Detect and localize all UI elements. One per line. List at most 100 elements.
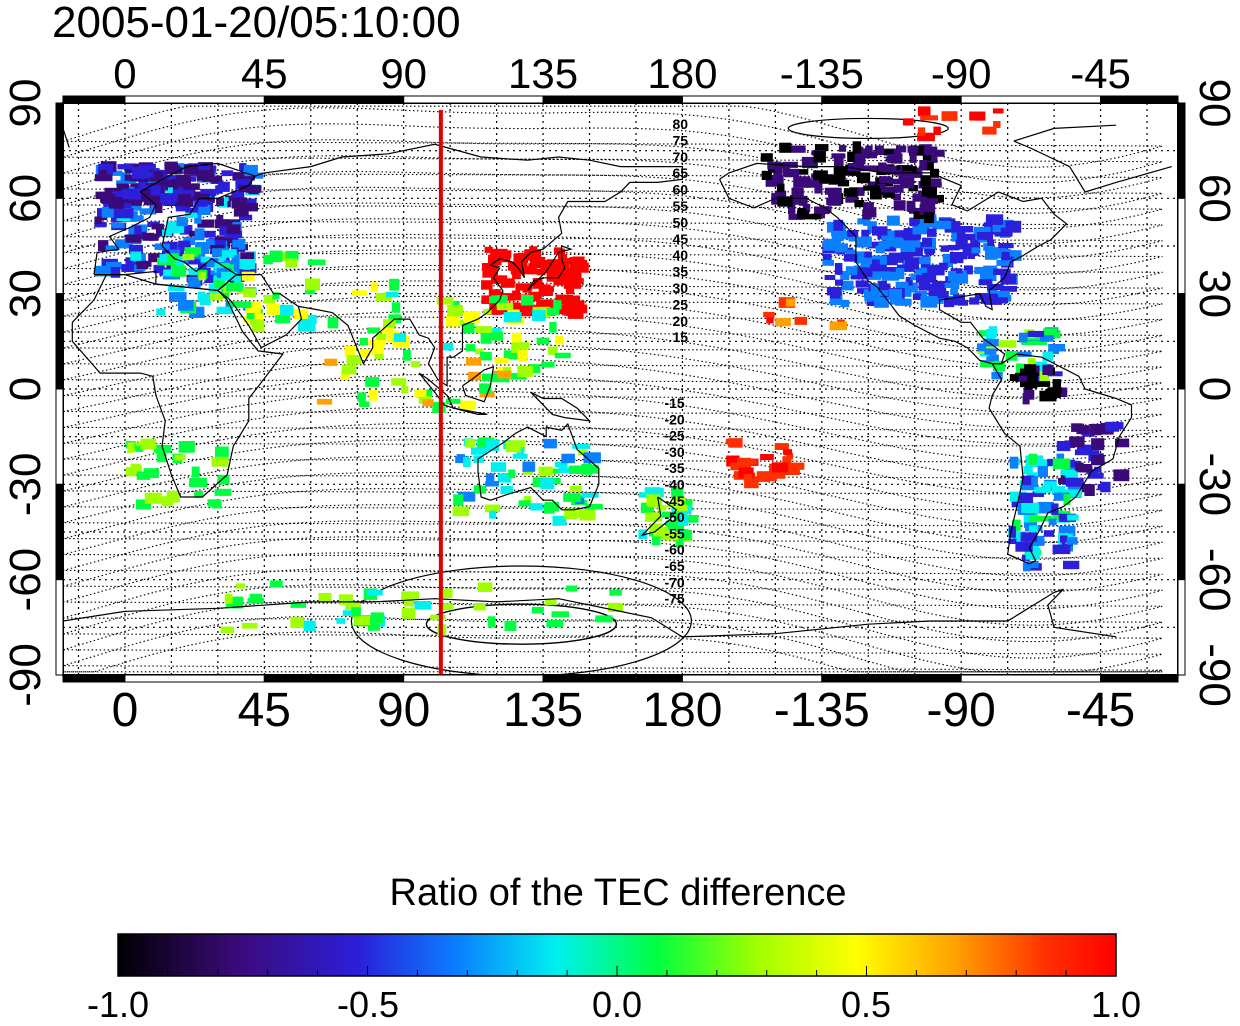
- tec-patch: [903, 240, 921, 248]
- tec-patch: [950, 282, 960, 290]
- tec-patch: [782, 161, 798, 168]
- tec-patch: [135, 445, 144, 452]
- tec-patch: [121, 264, 135, 272]
- tec-patch: [511, 342, 520, 354]
- tec-patch: [915, 267, 932, 279]
- axis-frame-bars: [55, 95, 1186, 683]
- tec-patch: [909, 152, 917, 163]
- tec-patch: [316, 398, 333, 405]
- tec-patch: [269, 250, 283, 263]
- tec-patch: [980, 271, 997, 282]
- tec-patch: [834, 263, 843, 275]
- tec-patch: [894, 254, 904, 263]
- tec-patch: [997, 290, 1010, 298]
- tec-patch: [833, 219, 844, 231]
- tec-patch: [357, 392, 366, 402]
- tec-patch: [920, 198, 938, 204]
- tec-patch: [895, 267, 905, 280]
- longitude-tick-label-bottom: -135: [774, 684, 870, 737]
- tec-patch: [391, 302, 401, 313]
- tec-patch: [917, 132, 935, 142]
- contour-line: [63, 471, 1163, 544]
- tec-patch: [359, 337, 368, 346]
- tec-patch: [130, 463, 141, 474]
- tec-patch: [538, 466, 553, 477]
- tec-patch: [1056, 453, 1065, 460]
- tec-patch: [508, 469, 516, 479]
- tec-patch: [1009, 456, 1019, 469]
- tec-patch: [94, 216, 103, 225]
- tec-patch: [761, 170, 772, 180]
- tec-patch: [200, 188, 217, 196]
- tec-patch: [1052, 544, 1071, 555]
- tec-patch: [166, 254, 177, 261]
- tec-patch: [499, 255, 511, 263]
- tec-patch: [829, 298, 843, 305]
- tec-patch: [143, 185, 161, 196]
- tec-patch: [861, 229, 870, 242]
- tec-patch: [924, 245, 936, 254]
- tec-patch: [814, 183, 823, 194]
- tec-patch: [172, 265, 187, 277]
- tec-patch: [900, 244, 916, 252]
- latitude-tick-label-right: 60: [1190, 174, 1239, 223]
- tec-patch: [1071, 423, 1082, 432]
- contour-label: -50: [664, 509, 684, 525]
- tec-ratio-patches: [94, 106, 1130, 636]
- tec-patch: [983, 243, 994, 251]
- longitude-tick-label-bottom: -90: [927, 684, 996, 737]
- tec-patch: [1025, 379, 1038, 389]
- tec-patch: [796, 188, 804, 200]
- tec-patch: [174, 454, 186, 461]
- tec-patch: [850, 166, 861, 176]
- tec-patch: [583, 452, 601, 464]
- tec-patch: [855, 280, 869, 288]
- tec-patch: [475, 348, 484, 355]
- contour-label: -40: [664, 477, 684, 493]
- tec-patch: [266, 303, 280, 315]
- tec-patch: [518, 500, 531, 507]
- tec-patch: [473, 603, 486, 611]
- contour-label: -65: [664, 558, 684, 574]
- tec-patch: [980, 361, 995, 368]
- tec-patch: [993, 121, 1001, 128]
- tec-patch: [522, 285, 532, 293]
- tec-patch: [515, 267, 534, 273]
- contour-label: 15: [672, 329, 688, 345]
- frame-segment: [55, 293, 64, 390]
- tec-patch: [932, 281, 945, 290]
- tec-patch: [536, 299, 554, 308]
- tec-patch: [743, 473, 753, 482]
- tec-patch: [957, 226, 974, 233]
- tec-patch: [146, 171, 154, 178]
- tec-patch: [681, 515, 699, 523]
- tec-patch: [327, 317, 339, 329]
- tec-patch: [460, 400, 476, 411]
- tec-patch: [834, 157, 844, 168]
- tec-patch: [670, 488, 684, 494]
- tec-patch: [551, 611, 569, 618]
- tec-patch: [872, 271, 890, 278]
- tec-patch: [951, 274, 969, 284]
- tec-patch: [346, 355, 361, 365]
- tec-patch: [368, 389, 378, 401]
- tec-patch: [465, 344, 476, 352]
- tec-patch: [568, 465, 585, 474]
- tec-patch: [482, 269, 498, 278]
- colorbar-tick-label: 0.5: [840, 984, 892, 1025]
- tec-patch: [1022, 562, 1031, 572]
- tec-patch: [1091, 438, 1105, 451]
- latitude-tick-label-right: 90: [1190, 79, 1239, 128]
- tec-patch: [919, 160, 927, 171]
- tec-patch: [129, 244, 143, 255]
- tec-patch: [504, 620, 517, 631]
- tec-patch: [166, 490, 180, 503]
- tec-patch: [224, 593, 233, 604]
- tec-patch: [536, 337, 550, 345]
- tec-patch: [1023, 522, 1037, 528]
- tec-patch: [162, 193, 179, 199]
- tec-patch: [572, 443, 590, 449]
- tec-patch: [1039, 390, 1057, 402]
- tec-patch: [367, 327, 380, 334]
- tec-patch: [865, 145, 873, 156]
